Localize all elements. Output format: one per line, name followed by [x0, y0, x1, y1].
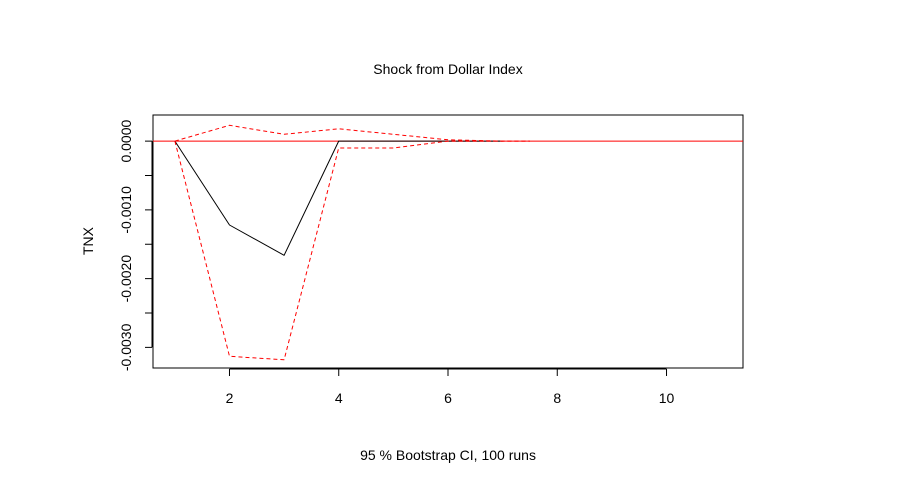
y-axis-label: TNX — [80, 226, 96, 255]
y-tick-label: 0.0000 — [118, 120, 134, 163]
y-tick-label: -0.0020 — [118, 255, 134, 303]
series-line-response — [174, 140, 503, 256]
x-axis-label: 95 % Bootstrap CI, 100 runs — [360, 447, 536, 463]
x-tick-label: 2 — [226, 390, 234, 406]
x-tick-label: 6 — [444, 390, 452, 406]
chart-title: Shock from Dollar Index — [373, 61, 522, 77]
x-tick-label: 4 — [335, 390, 343, 406]
y-tick-label: -0.0030 — [118, 323, 134, 371]
y-axis: 0.0000 -0.0010 -0.0020 -0.0030 — [118, 120, 153, 371]
x-axis: 2 4 6 8 10 — [226, 368, 675, 406]
series-layer — [174, 124, 530, 361]
x-tick-label: 8 — [553, 390, 561, 406]
y-tick-label: -0.0010 — [118, 186, 134, 234]
plot-frame — [152, 114, 744, 369]
series-line-lower-ci — [174, 140, 530, 361]
x-tick-label: 10 — [659, 390, 675, 406]
series-line-upper-ci — [174, 124, 530, 142]
